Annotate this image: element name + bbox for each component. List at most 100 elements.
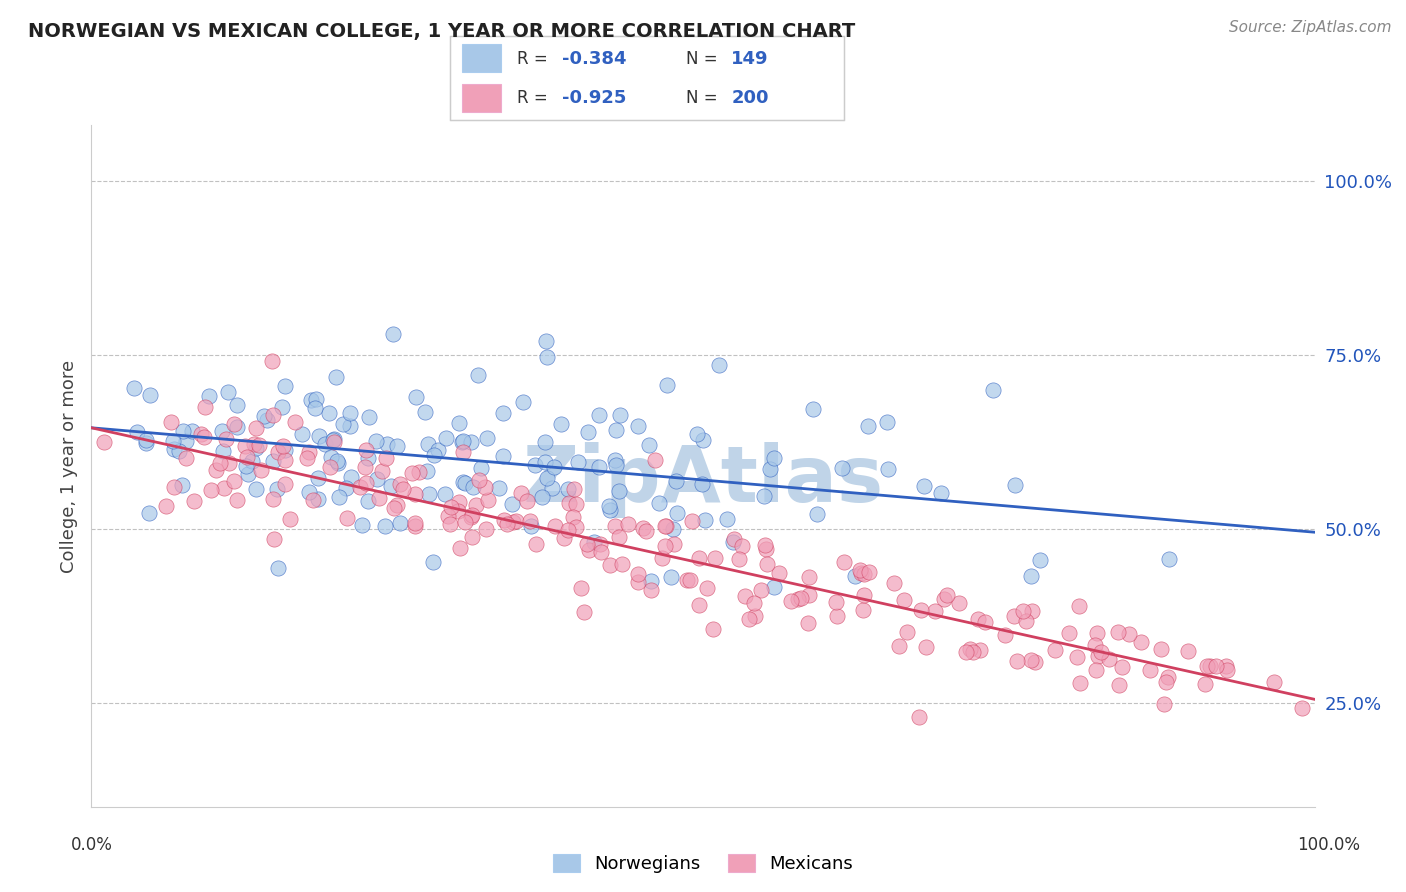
- Point: [214, 481, 236, 495]
- Point: [461, 480, 484, 494]
- Point: [260, 354, 283, 368]
- Point: [464, 498, 486, 512]
- Point: [274, 452, 297, 467]
- Point: [235, 450, 257, 464]
- Point: [357, 451, 380, 466]
- Point: [541, 481, 564, 495]
- Point: [1029, 552, 1052, 566]
- Point: [876, 462, 898, 476]
- Point: [401, 467, 423, 481]
- Point: [135, 435, 157, 450]
- Point: [849, 566, 872, 580]
- Point: [492, 406, 515, 420]
- Point: [589, 537, 612, 551]
- Point: [278, 511, 301, 525]
- Point: [912, 479, 935, 493]
- Point: [609, 530, 631, 544]
- Point: [534, 334, 557, 348]
- Point: [693, 513, 716, 527]
- Point: [249, 463, 271, 477]
- Point: [211, 444, 233, 458]
- Point: [603, 519, 626, 533]
- Point: [679, 573, 702, 587]
- Point: [1157, 670, 1180, 684]
- Point: [354, 443, 377, 458]
- Y-axis label: College, 1 year or more: College, 1 year or more: [59, 359, 77, 573]
- Point: [536, 471, 558, 485]
- Point: [762, 450, 785, 465]
- Point: [599, 502, 621, 516]
- Point: [245, 421, 267, 435]
- Point: [501, 497, 523, 511]
- Point: [994, 627, 1017, 641]
- Point: [200, 483, 222, 497]
- Text: N =: N =: [686, 88, 723, 106]
- Point: [806, 507, 828, 521]
- Point: [326, 456, 349, 470]
- Point: [418, 437, 440, 451]
- Point: [274, 379, 297, 393]
- Point: [655, 377, 678, 392]
- Point: [543, 460, 565, 475]
- Point: [322, 432, 344, 446]
- Point: [155, 499, 177, 513]
- Point: [328, 490, 350, 504]
- Point: [211, 424, 233, 438]
- Point: [502, 516, 524, 530]
- Point: [349, 480, 371, 494]
- Point: [731, 539, 754, 553]
- Point: [523, 458, 546, 472]
- Point: [339, 419, 361, 434]
- Point: [138, 506, 160, 520]
- Point: [340, 470, 363, 484]
- Point: [291, 426, 314, 441]
- Point: [803, 401, 825, 416]
- Point: [357, 494, 380, 508]
- Point: [520, 519, 543, 533]
- Point: [1215, 659, 1237, 673]
- Point: [225, 398, 247, 412]
- Point: [167, 444, 190, 458]
- Point: [969, 642, 991, 657]
- Point: [434, 431, 457, 445]
- Point: [299, 392, 322, 407]
- Point: [449, 541, 471, 555]
- Point: [163, 480, 186, 494]
- Point: [380, 479, 402, 493]
- Point: [235, 458, 257, 473]
- Point: [247, 438, 270, 452]
- Point: [460, 510, 482, 524]
- Point: [797, 588, 820, 602]
- Point: [716, 512, 738, 526]
- Point: [339, 407, 361, 421]
- Point: [385, 498, 408, 512]
- Point: [588, 460, 610, 475]
- Point: [451, 475, 474, 489]
- Point: [367, 491, 389, 505]
- Point: [426, 442, 449, 457]
- Point: [304, 401, 326, 416]
- Point: [924, 604, 946, 618]
- Point: [1153, 697, 1175, 711]
- Point: [305, 392, 328, 406]
- Point: [404, 516, 426, 530]
- Text: 200: 200: [731, 88, 769, 106]
- Point: [1043, 643, 1066, 657]
- Point: [686, 426, 709, 441]
- Point: [565, 519, 588, 533]
- Point: [295, 450, 318, 465]
- Point: [567, 455, 589, 469]
- Point: [308, 429, 330, 443]
- Point: [1130, 635, 1153, 649]
- Point: [450, 434, 472, 449]
- Point: [242, 454, 264, 468]
- Point: [263, 533, 285, 547]
- Point: [492, 449, 515, 463]
- Point: [404, 519, 426, 533]
- Point: [1024, 655, 1046, 669]
- Point: [893, 593, 915, 607]
- Point: [454, 475, 477, 490]
- Point: [1194, 677, 1216, 691]
- Point: [326, 453, 349, 467]
- Point: [605, 458, 627, 473]
